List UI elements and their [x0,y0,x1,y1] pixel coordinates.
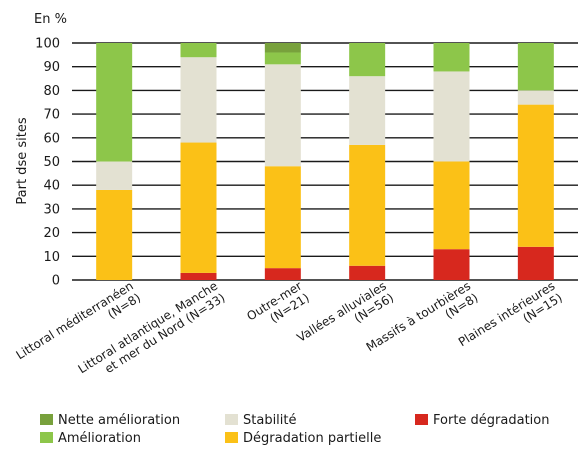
bar-segment-1-2 [96,189,133,280]
legend-swatch [225,432,238,443]
unit-label: En % [34,12,67,27]
bar-segment-2-4 [180,43,217,58]
legend-swatch [225,414,238,425]
legend-swatch [415,414,428,425]
legend-swatch [40,432,53,443]
y-tick-label-70: 70 [43,108,60,123]
bar-segment-4-1 [349,265,386,280]
y-axis-title: Part dse sites [15,117,30,204]
y-tick-label-20: 20 [43,226,60,241]
bar-segment-5-1 [433,249,470,280]
bar-segment-4-4 [349,43,386,77]
bar-segment-3-2 [264,166,301,269]
bar-segment-6-3 [517,90,554,105]
y-axis-ticks: 0 10 20 30 40 50 60 70 80 90 100 [35,37,60,289]
x-category-label-2: Littoral atlantique, Mancheet mer du Nor… [76,279,228,388]
legend-label: Forte dégradation [433,413,549,428]
bars [96,43,554,280]
bar-segment-5-4 [433,43,470,72]
legend-label: Amélioration [58,431,141,446]
bar-group-1 [96,43,133,280]
legend-item-1-3: Forte dégradation [415,413,549,428]
bar-segment-3-4 [264,52,301,65]
legend-item-1-2: Stabilité [225,413,297,428]
bar-group-5 [433,43,470,280]
bar-group-6 [517,43,554,280]
y-tick-label-0: 0 [52,274,60,289]
bar-segment-5-3 [433,71,470,162]
bar-segment-3-1 [264,268,301,280]
bar-segment-6-4 [517,43,554,91]
bar-segment-3-5 [264,43,301,53]
y-tick-label-50: 50 [43,155,60,170]
x-axis-category-labels: Littoral méditerranéen(N=8)Littoral atla… [14,279,565,388]
bar-segment-6-1 [517,246,554,280]
y-tick-label-80: 80 [43,84,60,99]
y-tick-label-30: 30 [43,202,60,217]
bar-segment-4-3 [349,76,386,145]
y-tick-label-60: 60 [43,131,60,146]
legend-item-2-1: Amélioration [40,431,141,446]
legend-item-2-2: Dégradation partielle [225,431,381,446]
legend-label: Dégradation partielle [243,431,381,446]
bar-group-4 [349,43,386,280]
gridlines [72,42,578,281]
legend-swatch [40,414,53,425]
legend-item-1-1: Nette amélioration [40,413,180,428]
bar-segment-5-2 [433,161,470,250]
bar-segment-4-2 [349,144,386,266]
y-tick-label-100: 100 [35,37,60,52]
legend-label: Nette amélioration [58,413,180,428]
x-category-label-3: Outre-mer(N=21) [244,279,312,336]
bar-segment-2-1 [180,272,217,280]
bar-segment-2-2 [180,142,217,273]
bar-segment-2-3 [180,57,217,143]
bar-segment-1-4 [96,43,133,162]
legend: Nette amélioration Stabilité Forte dégrada… [40,413,549,446]
bar-segment-3-3 [264,64,301,167]
bar-segment-1-3 [96,161,133,190]
bar-group-2 [180,43,217,280]
bar-segment-6-2 [517,104,554,247]
legend-label: Stabilité [243,413,297,428]
y-tick-label-90: 90 [43,60,60,75]
y-tick-label-10: 10 [43,250,60,265]
y-tick-label-40: 40 [43,179,60,194]
bar-group-3 [264,43,301,280]
